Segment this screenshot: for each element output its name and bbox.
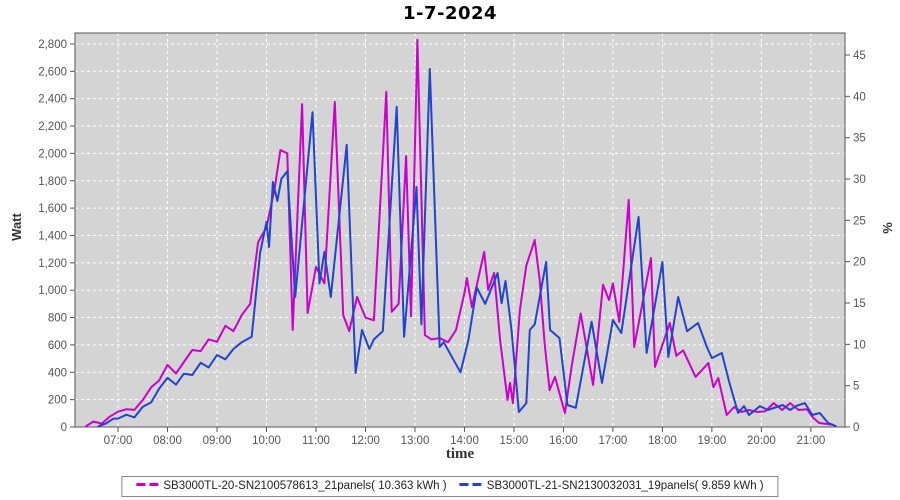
- svg-text:20: 20: [853, 257, 866, 269]
- svg-text:11:00: 11:00: [302, 435, 330, 447]
- svg-text:1,400: 1,400: [38, 230, 67, 242]
- svg-text:2,400: 2,400: [38, 94, 67, 106]
- svg-text:19:00: 19:00: [697, 435, 726, 447]
- legend-label-series2: SB3000TL-21-SN2130032031_19panels( 9.859…: [486, 480, 764, 492]
- svg-text:25: 25: [853, 215, 866, 227]
- svg-text:21:00: 21:00: [796, 435, 825, 447]
- svg-text:600: 600: [48, 340, 67, 352]
- y-axis-label-right: %: [880, 222, 895, 234]
- svg-text:2,000: 2,000: [38, 148, 67, 160]
- legend: SB3000TL-20-SN2100578613_21panels( 10.36…: [121, 476, 779, 497]
- svg-text:09:00: 09:00: [203, 435, 232, 447]
- svg-text:14:00: 14:00: [450, 435, 479, 447]
- svg-text:30: 30: [853, 174, 866, 186]
- svg-text:0: 0: [61, 422, 67, 434]
- svg-text:10: 10: [853, 339, 866, 351]
- svg-text:12:00: 12:00: [351, 435, 380, 447]
- y-axis-label-left: Watt: [9, 213, 24, 241]
- svg-text:1,000: 1,000: [38, 285, 67, 297]
- svg-text:400: 400: [48, 367, 67, 379]
- svg-text:800: 800: [48, 313, 67, 325]
- svg-text:1,600: 1,600: [38, 203, 67, 215]
- svg-text:1,200: 1,200: [38, 258, 67, 270]
- legend-label-series1: SB3000TL-20-SN2100578613_21panels( 10.36…: [163, 480, 447, 492]
- svg-text:07:00: 07:00: [104, 435, 133, 447]
- chart-title: 1-7-2024: [402, 3, 498, 24]
- svg-text:20:00: 20:00: [747, 435, 776, 447]
- svg-text:5: 5: [853, 381, 859, 393]
- legend-entry-series2: SB3000TL-21-SN2130032031_19panels( 9.859…: [459, 479, 764, 494]
- svg-text:15: 15: [853, 298, 866, 310]
- legend-line-sample-blue: [459, 483, 482, 487]
- svg-text:35: 35: [853, 133, 866, 145]
- svg-text:16:00: 16:00: [549, 435, 578, 447]
- svg-text:40: 40: [853, 91, 866, 103]
- svg-text:45: 45: [853, 50, 866, 62]
- svg-text:08:00: 08:00: [153, 435, 182, 447]
- legend-line-sample-magenta: [136, 483, 159, 487]
- svg-text:2,800: 2,800: [38, 39, 67, 51]
- svg-text:1,800: 1,800: [38, 176, 67, 188]
- svg-text:15:00: 15:00: [500, 435, 529, 447]
- svg-text:10:00: 10:00: [252, 435, 281, 447]
- svg-text:17:00: 17:00: [599, 435, 628, 447]
- x-axis-label: time: [445, 446, 475, 462]
- svg-text:0: 0: [853, 422, 859, 434]
- svg-text:13:00: 13:00: [401, 435, 430, 447]
- svg-text:200: 200: [48, 395, 67, 407]
- legend-entry-series1: SB3000TL-20-SN2100578613_21panels( 10.36…: [136, 479, 447, 494]
- svg-text:18:00: 18:00: [648, 435, 677, 447]
- svg-text:2,600: 2,600: [38, 66, 67, 78]
- svg-text:2,200: 2,200: [38, 121, 67, 133]
